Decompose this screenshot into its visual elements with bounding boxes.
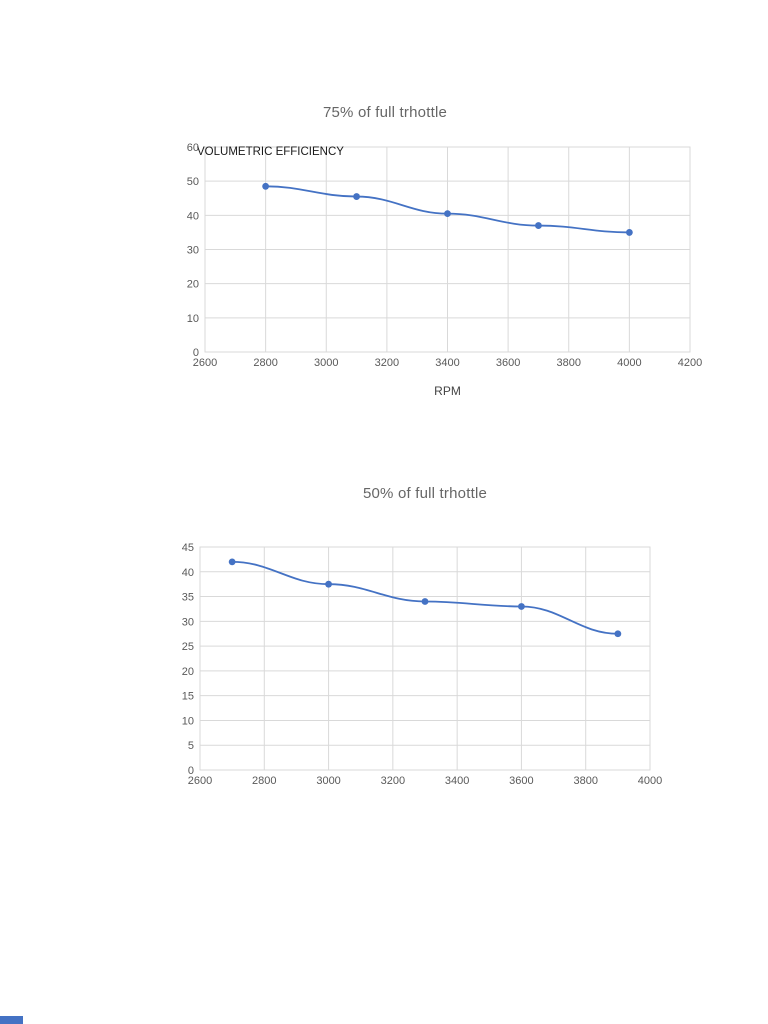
y-tick-label: 30 [187, 245, 199, 257]
chart-75-y-axis-label: VOLUMETRIC EFFICIENCY [197, 146, 344, 158]
y-tick-label: 10 [182, 715, 194, 727]
data-point [228, 558, 236, 566]
y-tick-label: 45 [182, 542, 194, 554]
y-tick-label: 20 [187, 279, 199, 291]
chart-75-title: 75% of full trhottle [322, 104, 448, 121]
chart-75-x-axis-label: RPM [434, 384, 461, 398]
y-tick-label: 40 [187, 210, 199, 222]
data-point [325, 580, 332, 588]
y-tick-label: 0 [188, 765, 194, 777]
y-tick-label: 50 [187, 176, 199, 188]
x-tick-label: 3400 [435, 357, 459, 369]
data-point [535, 222, 542, 229]
y-tick-label: 25 [182, 641, 194, 653]
x-tick-label: 3800 [573, 775, 597, 787]
x-tick-label: 3200 [381, 775, 405, 787]
y-tick-label: 40 [182, 567, 194, 579]
data-point [444, 210, 451, 218]
data-point [518, 603, 525, 610]
x-tick-label: 3400 [445, 775, 469, 787]
data-point [614, 630, 622, 638]
data-point [262, 182, 270, 190]
y-tick-label: 15 [182, 691, 194, 703]
x-tick-label: 2600 [188, 775, 212, 787]
chart-plot-0: 2600 2800 3000 3200 3400 3600 3800 4000 4200 0 10 2… [187, 142, 702, 369]
x-tick-label: 3800 [557, 357, 581, 369]
y-tick-label: 30 [182, 616, 194, 628]
y-tick-label: 60 [187, 142, 199, 154]
x-tick-label: 3600 [496, 357, 520, 369]
x-tick-label: 3000 [316, 775, 340, 787]
x-tick-label: 4000 [617, 357, 641, 369]
x-tick-label: 2600 [193, 357, 217, 369]
x-tick-label: 2800 [252, 775, 276, 787]
bottom-left-blue-bar [0, 1016, 23, 1024]
series-line [232, 560, 618, 635]
chart-plot-1: 2600 2800 3000 3200 3400 3600 3800 4000 0 5 10 15 20… [182, 542, 662, 787]
x-tick-label: 3600 [509, 775, 533, 787]
y-tick-label: 0 [193, 347, 199, 359]
y-tick-label: 10 [187, 313, 199, 325]
plot-border [204, 146, 691, 353]
y-tick-label: 5 [188, 740, 194, 752]
y-tick-label: 20 [182, 666, 194, 678]
data-point [353, 193, 360, 200]
data-point [625, 229, 633, 236]
x-tick-label: 4000 [638, 775, 662, 787]
x-tick-label: 3200 [375, 357, 399, 369]
chart-50-title: 50% of full trhottle [362, 485, 488, 502]
x-tick-label: 2800 [253, 357, 277, 369]
x-tick-label: 4200 [678, 357, 702, 369]
y-tick-label: 35 [182, 592, 194, 604]
data-point [421, 598, 429, 605]
x-tick-label: 3000 [314, 357, 338, 369]
plot-border [199, 546, 651, 771]
